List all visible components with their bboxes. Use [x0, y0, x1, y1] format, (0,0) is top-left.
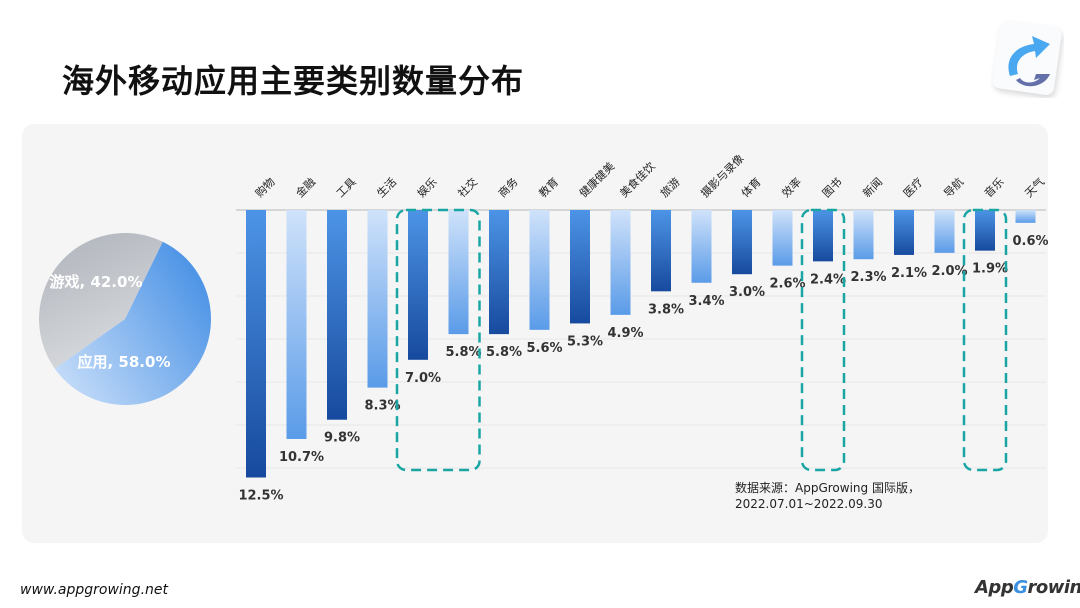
value-label: 3.4% — [688, 294, 724, 309]
bar-美食佳饮 — [610, 210, 631, 315]
highlight-box — [962, 208, 1008, 472]
appgrowing-logo-icon — [990, 18, 1064, 98]
bar-金融 — [286, 210, 307, 439]
category-label: 工具 — [334, 175, 359, 200]
pie-slice-apps — [54, 241, 212, 406]
bar-导航 — [934, 210, 955, 253]
bar-音乐 — [975, 210, 995, 251]
value-label: 2.1% — [891, 266, 927, 281]
bar-健康健美 — [570, 210, 590, 324]
category-label: 新闻 — [860, 175, 885, 200]
category-label: 健康健美 — [576, 159, 617, 200]
bar-商务 — [489, 210, 509, 335]
value-label: 5.8% — [445, 345, 481, 360]
bar-社交 — [448, 210, 469, 335]
brand-logo: AppGrowing — [975, 577, 1080, 598]
value-label: 5.6% — [526, 341, 562, 356]
value-label: 5.8% — [486, 345, 522, 360]
value-label: 2.6% — [769, 277, 805, 292]
bar-娱乐 — [408, 210, 428, 360]
bar-医疗 — [894, 210, 914, 255]
value-label: 2.3% — [850, 270, 886, 285]
bar-新闻 — [853, 210, 874, 260]
category-label: 图书 — [820, 175, 845, 200]
category-label: 美食佳饮 — [617, 159, 658, 200]
value-label: 7.0% — [405, 371, 441, 386]
category-label: 教育 — [536, 175, 561, 200]
footer-url[interactable]: www.appgrowing.net — [20, 582, 168, 598]
category-label: 商务 — [495, 175, 520, 200]
bar-购物 — [246, 210, 266, 478]
value-label: 4.9% — [607, 326, 643, 341]
category-label: 娱乐 — [414, 175, 439, 200]
category-label: 效率 — [779, 175, 804, 200]
value-label: 2.4% — [810, 272, 846, 287]
data-source-note: 数据来源：AppGrowing 国际版， 2022.07.01~2022.09.… — [735, 480, 920, 512]
bar-天气 — [1015, 210, 1036, 223]
value-label: 2.0% — [931, 264, 967, 279]
category-label: 购物 — [252, 175, 277, 200]
category-label: 导航 — [941, 175, 966, 200]
category-label: 社交 — [455, 175, 480, 200]
bar-旅游 — [651, 210, 671, 292]
bar-工具 — [327, 210, 347, 420]
value-label: 12.5% — [238, 489, 283, 504]
value-label: 5.3% — [567, 334, 603, 349]
page-title: 海外移动应用主要类别数量分布 — [62, 62, 525, 100]
value-label: 3.0% — [729, 285, 765, 300]
bar-体育 — [732, 210, 752, 275]
source-line-1: 数据来源：AppGrowing 国际版， — [735, 481, 920, 495]
category-label: 旅游 — [657, 175, 682, 200]
pie-label: 应用, 58.0% — [78, 353, 171, 371]
value-label: 3.8% — [648, 302, 684, 317]
category-label: 金融 — [293, 175, 318, 200]
category-label: 音乐 — [981, 175, 1006, 200]
value-label: 10.7% — [279, 450, 324, 465]
value-label: 8.3% — [364, 399, 400, 414]
category-label: 体育 — [738, 175, 763, 200]
value-label: 0.6% — [1012, 234, 1048, 249]
bar-图书 — [813, 210, 833, 262]
pie-label: 游戏, 42.0% — [50, 273, 143, 291]
bar-生活 — [367, 210, 388, 388]
category-label: 天气 — [1022, 175, 1047, 200]
source-line-2: 2022.07.01~2022.09.30 — [735, 497, 883, 511]
highlight-box — [395, 208, 481, 472]
value-label: 1.9% — [972, 262, 1008, 277]
value-label: 9.8% — [324, 431, 360, 446]
category-label: 摄影与录像 — [698, 151, 747, 200]
bar-摄影与录像 — [691, 210, 712, 283]
category-label: 医疗 — [900, 175, 925, 200]
bar-效率 — [772, 210, 793, 266]
pie-slice-games — [39, 233, 163, 369]
category-label: 生活 — [374, 175, 399, 200]
bar-教育 — [529, 210, 550, 330]
highlight-box — [800, 208, 846, 472]
